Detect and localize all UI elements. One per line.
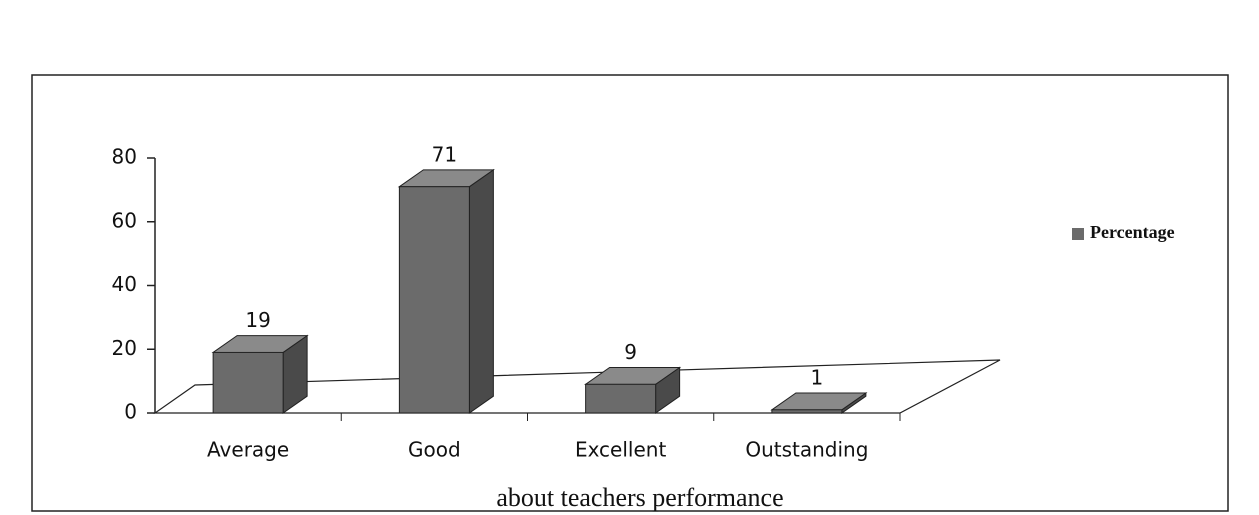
data-label: 19 (245, 308, 270, 332)
y-tick-label: 20 (112, 336, 137, 360)
legend-swatch (1072, 228, 1084, 240)
bar (585, 383, 657, 414)
legend-label: Percentage (1090, 222, 1175, 242)
bar-side (468, 168, 494, 414)
y-tick-label: 80 (112, 145, 137, 169)
x-tick-label: Excellent (575, 438, 667, 462)
x-tick-label: Good (408, 438, 461, 462)
x-tick-label: Outstanding (745, 438, 868, 462)
y-tick-label: 60 (112, 208, 137, 232)
data-label: 1 (811, 366, 824, 390)
bar (398, 186, 470, 414)
data-label: 71 (432, 142, 457, 166)
y-tick-label: 0 (124, 400, 137, 424)
x-tick-label: Average (207, 438, 289, 462)
bar (771, 409, 843, 414)
chart-frame (31, 74, 1229, 512)
y-tick-label: 40 (112, 272, 137, 296)
data-label: 9 (624, 340, 637, 364)
bar (212, 351, 284, 414)
chart-caption: about teachers performance (496, 483, 783, 512)
